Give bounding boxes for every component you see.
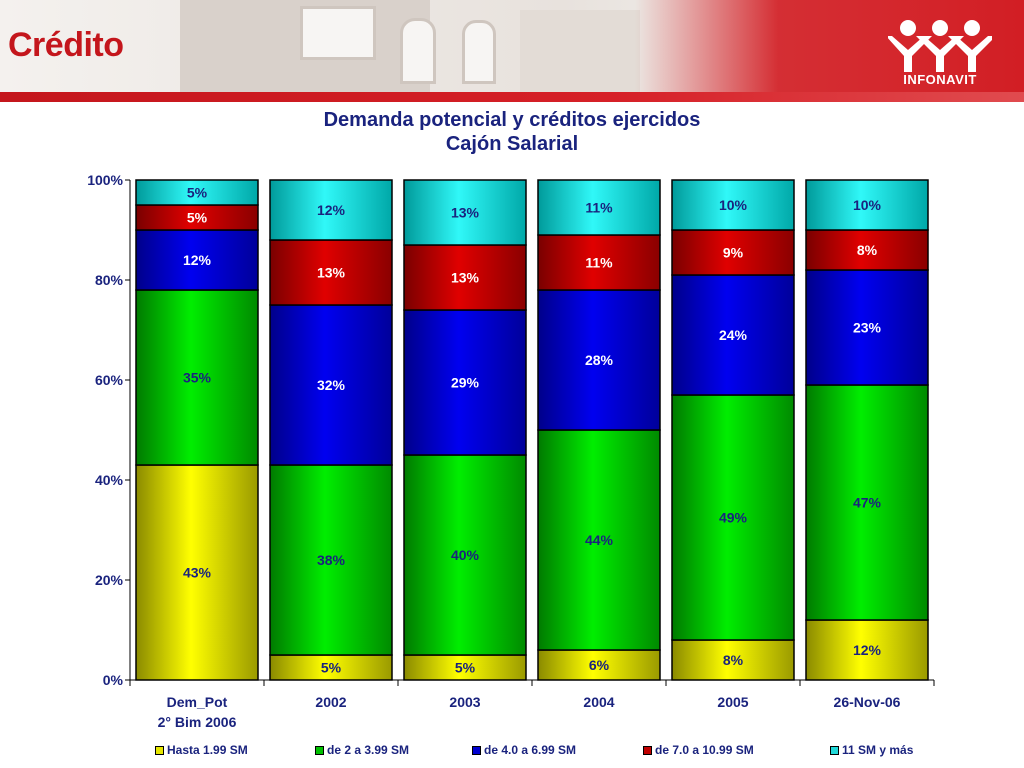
data-label: 38% <box>317 552 346 568</box>
data-label: 40% <box>451 547 480 563</box>
x-category-label: 2° Bim 2006 <box>158 714 237 730</box>
y-tick-label: 20% <box>95 572 124 588</box>
data-label: 12% <box>183 252 212 268</box>
bar-segment <box>403 309 527 456</box>
x-category-label: 2002 <box>315 694 346 710</box>
red-gradient <box>0 0 1024 92</box>
data-label: 11% <box>585 255 613 271</box>
data-label: 13% <box>451 270 480 286</box>
legend-swatch <box>155 745 164 755</box>
bar-segment <box>671 394 795 641</box>
legend-label: Hasta 1.99 SM <box>167 743 248 757</box>
x-category-label: 2003 <box>449 694 480 710</box>
legend-item: de 7.0 a 10.99 SM <box>643 743 754 757</box>
data-label: 47% <box>853 495 882 511</box>
data-label: 13% <box>317 265 346 281</box>
bar-segment <box>269 304 393 466</box>
data-label: 49% <box>719 510 748 526</box>
data-label: 10% <box>853 197 882 213</box>
chart-title: Demanda potencial y créditos ejercidos <box>323 109 701 131</box>
logo-text: INFONAVIT <box>903 72 977 87</box>
data-label: 8% <box>723 652 744 668</box>
data-label: 35% <box>183 370 212 386</box>
header-stripe <box>0 92 1024 102</box>
bar-segment <box>403 179 527 246</box>
header-banner <box>0 0 1024 92</box>
data-label: 32% <box>317 377 346 393</box>
bar-segment <box>671 179 795 231</box>
y-tick-label: 40% <box>95 472 124 488</box>
bar-segment <box>537 649 661 681</box>
infonavit-logo <box>888 20 992 72</box>
data-label: 5% <box>321 660 342 676</box>
legend-swatch <box>472 745 481 755</box>
data-label: 11% <box>585 200 613 216</box>
bar-segment <box>269 464 393 656</box>
legend-label: de 7.0 a 10.99 SM <box>655 743 754 757</box>
x-category-label: 2004 <box>583 694 614 710</box>
bar-segment <box>403 454 527 656</box>
bar-segment <box>269 654 393 681</box>
data-label: 9% <box>723 245 744 261</box>
stacked-bar-chart: 0% 20% 40% 60% 80% 100% Dem_Pot 2° Bim 2006 2002… <box>87 172 935 730</box>
x-category-label: 2005 <box>717 694 748 710</box>
bar-segment <box>805 229 929 271</box>
data-label: 24% <box>719 327 748 343</box>
bar-segment <box>269 179 393 241</box>
chart-legend: Hasta 1.99 SM de 2 a 3.99 SM de 4.0 a 6.99… <box>150 743 950 759</box>
legend-swatch <box>315 745 324 755</box>
legend-item: de 4.0 a 6.99 SM <box>472 743 576 757</box>
y-tick-label: 80% <box>95 272 124 288</box>
legend-label: de 2 a 3.99 SM <box>327 743 410 757</box>
bar-segment <box>537 179 661 236</box>
data-label: 12% <box>317 202 346 218</box>
data-label: 6% <box>589 657 610 673</box>
data-label: 10% <box>719 197 748 213</box>
data-label: 5% <box>187 185 208 201</box>
bar-segment <box>135 289 259 466</box>
data-label: 5% <box>455 660 476 676</box>
bar-segment <box>805 384 929 621</box>
data-label: 5% <box>187 210 208 226</box>
data-label: 29% <box>451 375 480 391</box>
legend-item: de 2 a 3.99 SM <box>315 743 409 757</box>
y-tick-label: 0% <box>103 672 124 688</box>
bar-segment <box>403 244 527 311</box>
bar-segment <box>671 274 795 396</box>
legend-item: Hasta 1.99 SM <box>155 743 248 757</box>
bar-segment <box>805 269 929 386</box>
data-label: 13% <box>451 205 480 221</box>
bar-segment <box>537 234 661 291</box>
bar-segment <box>135 204 259 231</box>
data-label: 23% <box>853 320 882 336</box>
legend-label: 11 SM y más <box>842 743 914 757</box>
bar-segment <box>403 654 527 681</box>
data-label: 43% <box>183 565 212 581</box>
bar-segment <box>537 429 661 651</box>
page-title: Crédito <box>8 26 124 64</box>
bar-segment <box>805 179 929 231</box>
legend-item: 11 SM y más <box>830 743 913 757</box>
y-tick-label: 60% <box>95 372 124 388</box>
y-tick-label: 100% <box>87 172 123 188</box>
data-label: 28% <box>585 352 614 368</box>
data-label: 44% <box>585 532 614 548</box>
bar-segment <box>135 229 259 291</box>
data-label: 12% <box>853 642 882 658</box>
chart-subtitle: Cajón Salarial <box>445 133 579 155</box>
legend-swatch <box>830 745 839 755</box>
bar-segment <box>135 179 259 206</box>
x-category-label: 26-Nov-06 <box>834 694 901 710</box>
data-label: 8% <box>857 242 878 258</box>
legend-label: de 4.0 a 6.99 SM <box>484 743 577 757</box>
legend-swatch <box>643 745 652 755</box>
x-category-label: Dem_Pot <box>167 694 228 710</box>
bar-segment <box>671 639 795 681</box>
